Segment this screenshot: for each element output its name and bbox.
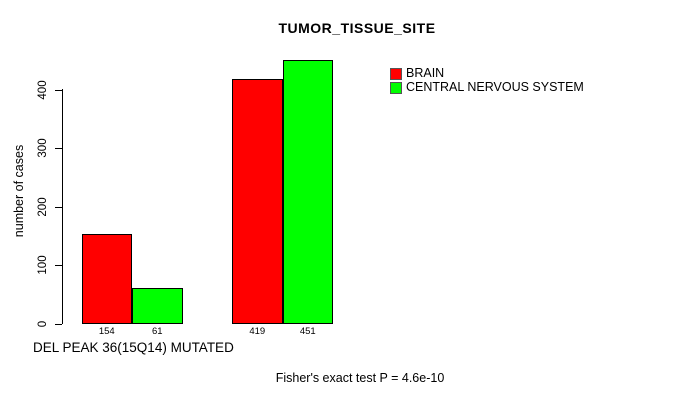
bar-central-nervous-system-group-1 bbox=[132, 288, 183, 324]
y-axis-label: number of cases bbox=[12, 144, 26, 238]
legend-label: BRAIN bbox=[406, 66, 445, 80]
y-axis-tick-label: 200 bbox=[37, 196, 49, 217]
legend-item-brain: BRAIN bbox=[390, 67, 584, 80]
fisher-test-annotation: Fisher's exact test P = 4.6e-10 bbox=[275, 371, 445, 385]
bar-central-nervous-system-group-2 bbox=[282, 60, 333, 324]
bar-brain-group-2 bbox=[232, 78, 283, 324]
y-axis-tick bbox=[55, 265, 62, 266]
x-axis-group-label: DEL PEAK 36(15Q14) MUTATED bbox=[33, 340, 234, 355]
legend: BRAIN CENTRAL NERVOUS SYSTEM bbox=[390, 67, 584, 94]
chart-title: TUMOR_TISSUE_SITE bbox=[278, 20, 436, 36]
bar-value-label: 61 bbox=[151, 326, 163, 337]
y-axis-line bbox=[62, 89, 63, 324]
bar-value-label: 419 bbox=[249, 326, 266, 337]
y-axis-tick bbox=[55, 148, 62, 149]
y-axis-tick-label: 0 bbox=[37, 320, 49, 327]
bar-value-label: 154 bbox=[98, 326, 115, 337]
y-axis-tick bbox=[55, 89, 62, 91]
y-axis-tick-label: 100 bbox=[37, 255, 49, 275]
y-axis-tick bbox=[55, 206, 62, 208]
y-axis-tick bbox=[55, 323, 62, 325]
y-axis-tick-label: 300 bbox=[37, 138, 49, 158]
legend-label: CENTRAL NERVOUS SYSTEM bbox=[406, 80, 584, 94]
y-axis-tick-label: 400 bbox=[37, 79, 49, 100]
legend-swatch-central-nervous-system bbox=[390, 81, 402, 94]
legend-item-central-nervous-system: CENTRAL NERVOUS SYSTEM bbox=[390, 81, 584, 94]
bar-value-label: 451 bbox=[299, 326, 316, 337]
bar-brain-group-1 bbox=[81, 233, 132, 324]
legend-swatch-brain bbox=[390, 67, 402, 80]
